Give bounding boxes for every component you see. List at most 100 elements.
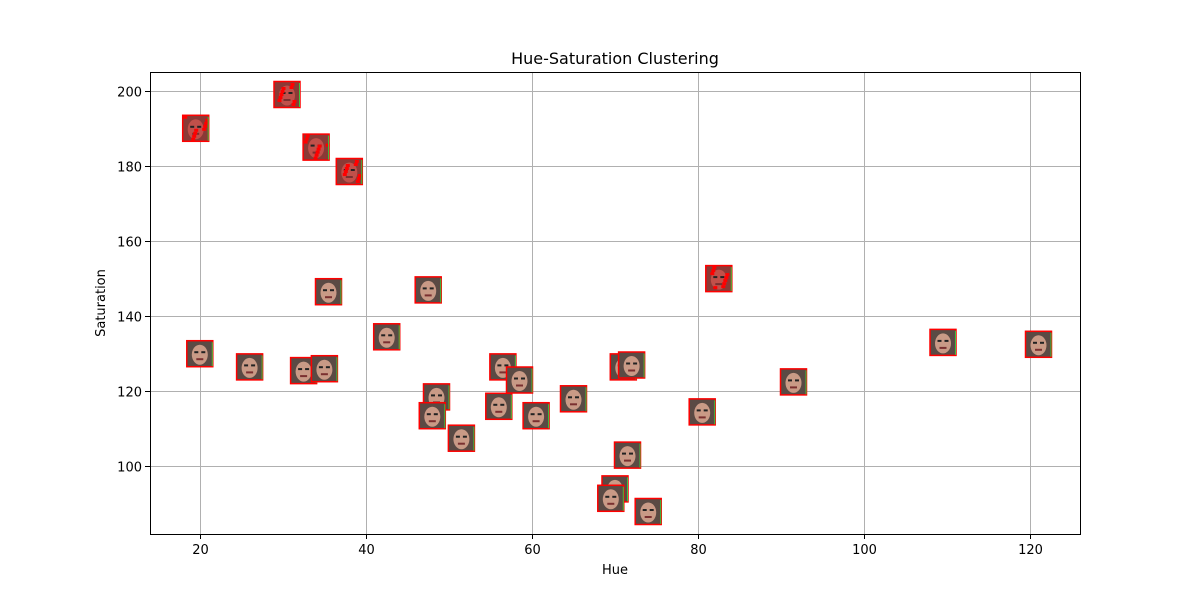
- red-detection-patch: [303, 140, 308, 144]
- mouth: [790, 386, 797, 389]
- data-point: [485, 392, 513, 421]
- red-detection-patch: [710, 272, 715, 276]
- data-point: [613, 441, 642, 469]
- right-eye: [500, 403, 505, 406]
- right-eye: [944, 339, 949, 342]
- x-tick-label: 60: [524, 543, 541, 558]
- right-eye: [795, 379, 799, 382]
- face-shape: [623, 356, 640, 376]
- face-shape: [694, 402, 711, 423]
- right-eye: [633, 362, 638, 365]
- right-eye: [201, 351, 206, 354]
- left-eye: [530, 413, 535, 416]
- right-eye: [429, 287, 434, 290]
- data-point: [688, 398, 716, 426]
- mouth: [325, 296, 332, 299]
- red-detection-patch: [278, 96, 283, 99]
- x-tick-label: 40: [358, 543, 375, 558]
- mouth: [495, 410, 503, 413]
- right-eye: [305, 368, 310, 371]
- left-eye: [622, 452, 626, 455]
- mouth: [1035, 348, 1042, 351]
- y-tick-label: 160: [117, 236, 142, 251]
- y-tick-label: 180: [117, 161, 142, 176]
- red-detection-patch: [357, 174, 362, 177]
- left-eye: [568, 396, 572, 399]
- right-eye: [537, 413, 542, 416]
- right-eye: [251, 364, 256, 367]
- right-eye: [1040, 341, 1044, 344]
- face-shape: [191, 344, 208, 365]
- face-shape: [453, 429, 470, 450]
- red-detection-patch: [724, 276, 729, 280]
- red-detection-patch: [356, 177, 361, 180]
- mouth: [499, 371, 507, 374]
- mouth: [607, 502, 615, 505]
- left-eye: [696, 409, 701, 412]
- face-shape: [1030, 335, 1047, 356]
- red-detection-patch: [194, 128, 199, 132]
- data-point: [335, 157, 364, 186]
- right-eye: [521, 377, 525, 380]
- mouth: [516, 384, 523, 387]
- left-eye: [190, 125, 195, 128]
- data-point: [310, 354, 339, 383]
- right-eye: [649, 509, 654, 511]
- mouth: [300, 375, 308, 378]
- left-eye: [493, 403, 498, 406]
- mouth: [383, 341, 391, 344]
- x-axis-title: Hue: [602, 563, 628, 578]
- data-point: [705, 264, 733, 293]
- data-point: [617, 351, 646, 379]
- mouth: [532, 420, 540, 423]
- face-shape: [490, 397, 507, 418]
- y-tick-label: 100: [117, 461, 142, 476]
- left-eye: [605, 495, 610, 498]
- data-point: [414, 276, 442, 304]
- data-point: [273, 80, 301, 109]
- left-eye: [642, 509, 647, 511]
- red-detection-patch: [315, 150, 320, 154]
- left-eye: [194, 351, 199, 354]
- right-eye: [703, 409, 708, 412]
- right-eye: [504, 364, 509, 367]
- red-detection-patch: [711, 269, 716, 273]
- red-detection-patch: [353, 163, 358, 166]
- red-detection-patch: [193, 131, 198, 135]
- data-point: [522, 401, 550, 430]
- y-tick-label: 200: [117, 86, 142, 101]
- mouth: [283, 99, 291, 101]
- data-point: [779, 368, 808, 396]
- mouth: [345, 176, 353, 178]
- left-eye: [244, 364, 249, 367]
- left-eye: [788, 379, 792, 382]
- right-eye: [462, 435, 467, 438]
- mouth: [624, 459, 631, 462]
- mouth: [644, 516, 652, 518]
- face-shape: [935, 333, 951, 354]
- data-point: [505, 366, 534, 394]
- red-detection-patch: [304, 137, 309, 141]
- mouth: [424, 294, 432, 297]
- y-tick-label: 120: [117, 386, 142, 401]
- left-eye: [310, 144, 315, 147]
- plot-frame: [150, 72, 1081, 535]
- red-detection-patch: [345, 164, 350, 167]
- x-tick-label: 100: [852, 543, 877, 558]
- mouth: [698, 416, 706, 419]
- x-tick-label: 80: [690, 543, 707, 558]
- right-eye: [330, 289, 334, 292]
- mouth: [715, 283, 723, 286]
- face-shape: [378, 327, 395, 348]
- mouth: [246, 371, 254, 374]
- face-shape: [424, 406, 441, 427]
- face-shape: [295, 361, 312, 382]
- data-point: [302, 133, 330, 161]
- red-detection-patch: [355, 180, 360, 183]
- right-eye: [350, 169, 355, 171]
- data-point: [235, 353, 264, 381]
- face-shape: [316, 359, 333, 380]
- red-detection-patch: [354, 160, 359, 163]
- red-detection-patch: [280, 90, 285, 93]
- left-eye: [937, 339, 942, 342]
